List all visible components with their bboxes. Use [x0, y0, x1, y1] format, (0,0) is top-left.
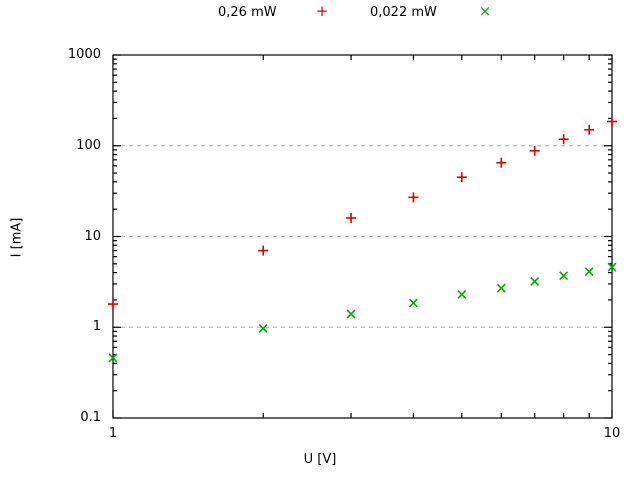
data-point [456, 172, 467, 183]
legend-entry-series-2: 0,022 mW [370, 3, 437, 23]
data-point [559, 271, 569, 281]
data-point [346, 212, 357, 223]
data-point [529, 145, 540, 156]
data-point [607, 262, 617, 272]
chart-legend: 0,26 mW + 0,022 mW × [0, 0, 640, 30]
x-tick-label: 10 [603, 426, 621, 441]
data-point [108, 299, 118, 310]
data-point [496, 157, 507, 168]
legend-marker-plus-icon: + [315, 2, 329, 20]
legend-label-series-2: 0,022 mW [370, 5, 437, 20]
legend-marker-cross-icon: × [478, 2, 492, 20]
series-2-points [108, 262, 617, 363]
x-tick-label: 1 [108, 426, 118, 441]
data-point [457, 289, 467, 299]
data-point [408, 298, 418, 308]
data-point [607, 116, 617, 127]
legend-label-series-1: 0,26 mW [218, 5, 277, 20]
legend-entry-series-1: 0,26 mW [218, 3, 277, 23]
data-point [346, 309, 356, 319]
y-tick-label: 10 [84, 228, 101, 244]
data-point [258, 245, 269, 256]
series-1-points [108, 116, 617, 310]
data-point [408, 192, 419, 203]
data-point [584, 267, 594, 277]
data-point [530, 276, 540, 286]
x-axis-title: U [V] [303, 452, 337, 467]
y-tick-label: 1000 [67, 47, 101, 62]
y-tick-label: 1 [92, 319, 101, 335]
data-point [558, 134, 569, 145]
data-point [258, 323, 268, 333]
y-tick-label: 0.1 [80, 410, 101, 425]
data-point [108, 353, 118, 363]
data-point [584, 124, 595, 135]
y-tick-label: 100 [76, 137, 101, 153]
data-point [496, 283, 506, 293]
